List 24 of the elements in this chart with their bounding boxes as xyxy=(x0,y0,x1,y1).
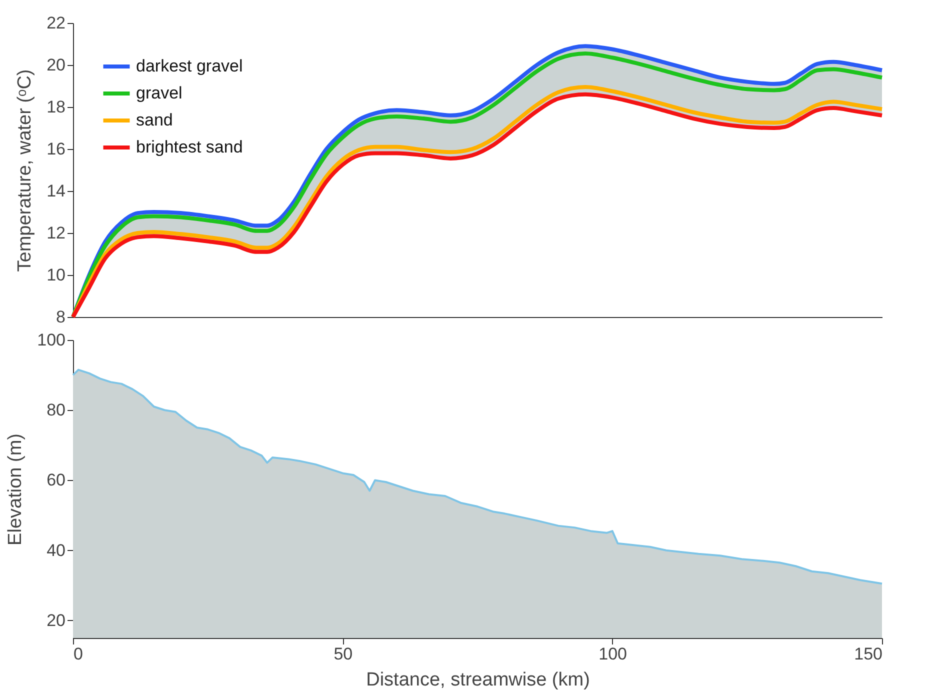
y-tick-label: 20 xyxy=(46,56,66,74)
y-tick-label: 100 xyxy=(37,330,66,350)
x-tick-label: 50 xyxy=(334,644,353,664)
legend-label: brightest sand xyxy=(136,138,243,156)
y-tick-label: 16 xyxy=(46,140,66,158)
y-tick-label: 60 xyxy=(46,470,66,490)
y-tick-label: 14 xyxy=(46,182,66,200)
legend-label: sand xyxy=(136,110,173,130)
y-tick-label: 12 xyxy=(46,224,66,242)
y-axis-title: Temperature, water (ᵒC) xyxy=(14,69,36,272)
y-tick-label: 22 xyxy=(46,14,66,32)
x-tick-label: 150 xyxy=(854,644,882,664)
legend-label: darkest gravel xyxy=(136,56,243,76)
y-tick-label: 80 xyxy=(46,400,66,420)
x-axis-title: Distance, streamwise (km) xyxy=(366,670,590,690)
y-axis-title: Elevation (m) xyxy=(5,434,26,546)
y-tick-label: 20 xyxy=(46,610,66,630)
x-tick-label: 100 xyxy=(598,644,628,664)
y-tick-label: 8 xyxy=(56,308,66,326)
legend-label: gravel xyxy=(136,84,182,102)
y-tick-label: 10 xyxy=(46,266,66,284)
x-tick-label: 0 xyxy=(74,644,83,664)
y-tick-label: 40 xyxy=(46,540,66,560)
y-tick-label: 18 xyxy=(46,98,66,116)
